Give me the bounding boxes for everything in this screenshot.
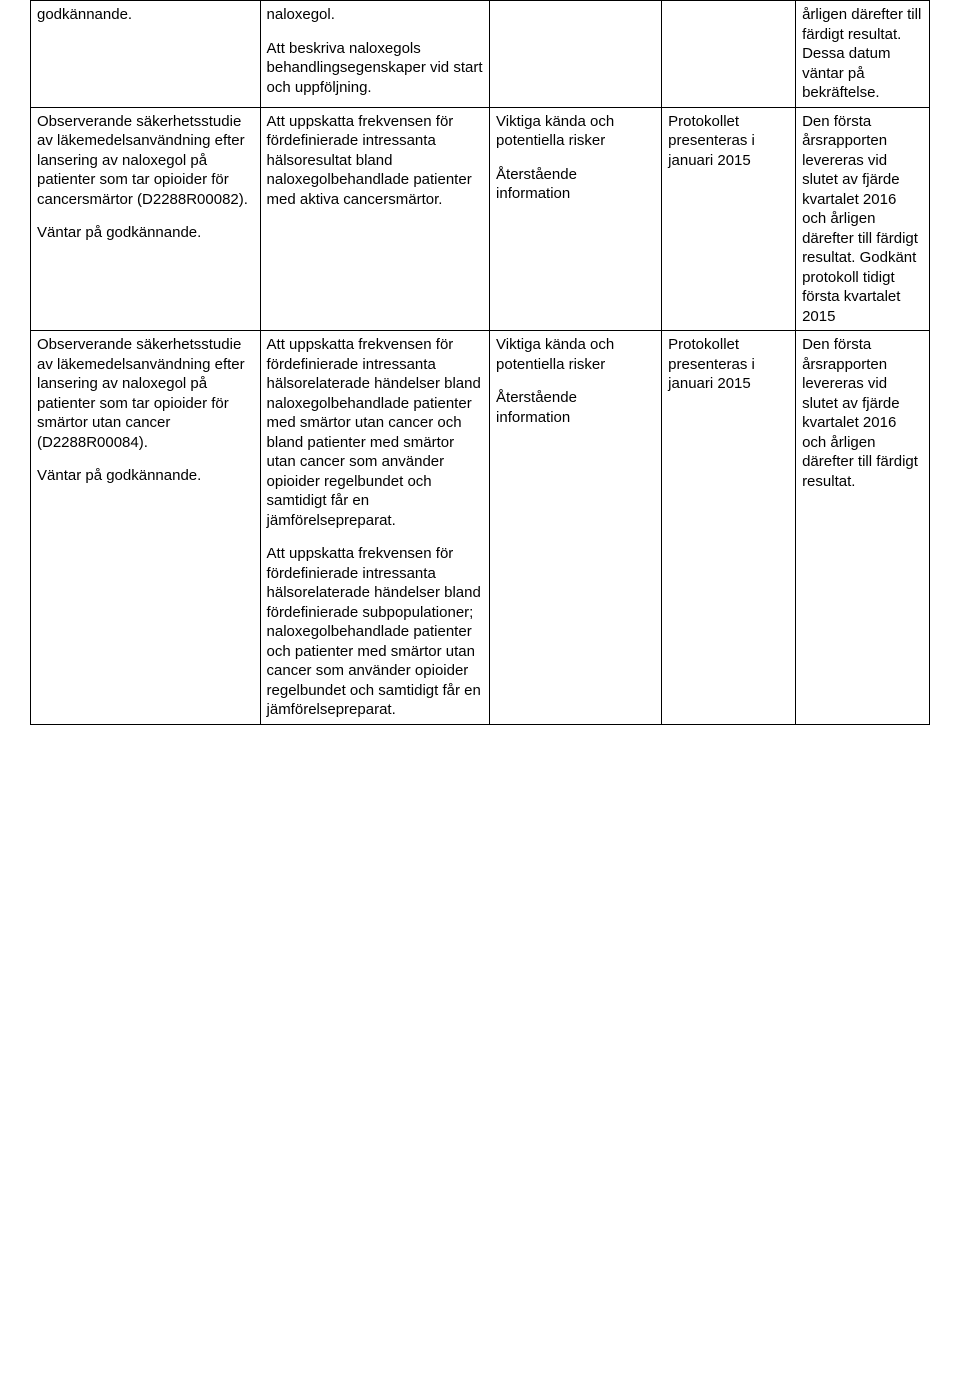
cell-text: Att uppskatta frekvensen för fördefinier… (267, 335, 484, 530)
cell-protocol (662, 1, 796, 108)
cell-text: Protokollet presenteras i januari 2015 (668, 112, 789, 171)
cell-report: Den första årsrapporten levereras vid sl… (796, 107, 930, 331)
cell-text: Observerande säkerhetsstudie av läkemede… (37, 335, 254, 452)
cell-text: årligen därefter till färdigt resultat. … (802, 5, 923, 103)
cell-protocol: Protokollet presenteras i januari 2015 (662, 107, 796, 331)
cell-text: Viktiga kända och potentiella risker (496, 335, 655, 374)
cell-risks (490, 1, 662, 108)
cell-objective: Att uppskatta frekvensen för fördefinier… (260, 107, 490, 331)
cell-objective: naloxegol. Att beskriva naloxegols behan… (260, 1, 490, 108)
table-row: godkännande. naloxegol. Att beskriva nal… (31, 1, 930, 108)
cell-risks: Viktiga kända och potentiella risker Åte… (490, 107, 662, 331)
cell-text: Väntar på godkännande. (37, 223, 254, 243)
cell-study: Observerande säkerhetsstudie av läkemede… (31, 107, 261, 331)
cell-text: Att uppskatta frekvensen för fördefinier… (267, 112, 484, 210)
cell-study: Observerande säkerhetsstudie av läkemede… (31, 331, 261, 725)
cell-text: Viktiga kända och potentiella risker (496, 112, 655, 151)
cell-text: Återstående information (496, 388, 655, 427)
cell-text: Den första årsrapporten levereras vid sl… (802, 335, 923, 491)
table-row: Observerande säkerhetsstudie av läkemede… (31, 331, 930, 725)
cell-text: Att beskriva naloxegols behandlingsegens… (267, 39, 484, 98)
cell-text: Återstående information (496, 165, 655, 204)
cell-text: Den första årsrapporten levereras vid sl… (802, 112, 923, 327)
document-page: godkännande. naloxegol. Att beskriva nal… (0, 0, 960, 755)
cell-text: Väntar på godkännande. (37, 466, 254, 486)
cell-text: Att uppskatta frekvensen för fördefinier… (267, 544, 484, 720)
cell-text: naloxegol. (267, 5, 484, 25)
cell-report: Den första årsrapporten levereras vid sl… (796, 331, 930, 725)
studies-table: godkännande. naloxegol. Att beskriva nal… (30, 0, 930, 725)
cell-report: årligen därefter till färdigt resultat. … (796, 1, 930, 108)
cell-risks: Viktiga kända och potentiella risker Åte… (490, 331, 662, 725)
table-row: Observerande säkerhetsstudie av läkemede… (31, 107, 930, 331)
cell-text: Observerande säkerhetsstudie av läkemede… (37, 112, 254, 210)
cell-objective: Att uppskatta frekvensen för fördefinier… (260, 331, 490, 725)
cell-protocol: Protokollet presenteras i januari 2015 (662, 331, 796, 725)
cell-text: Protokollet presenteras i januari 2015 (668, 335, 789, 394)
cell-text: godkännande. (37, 5, 254, 25)
cell-study: godkännande. (31, 1, 261, 108)
